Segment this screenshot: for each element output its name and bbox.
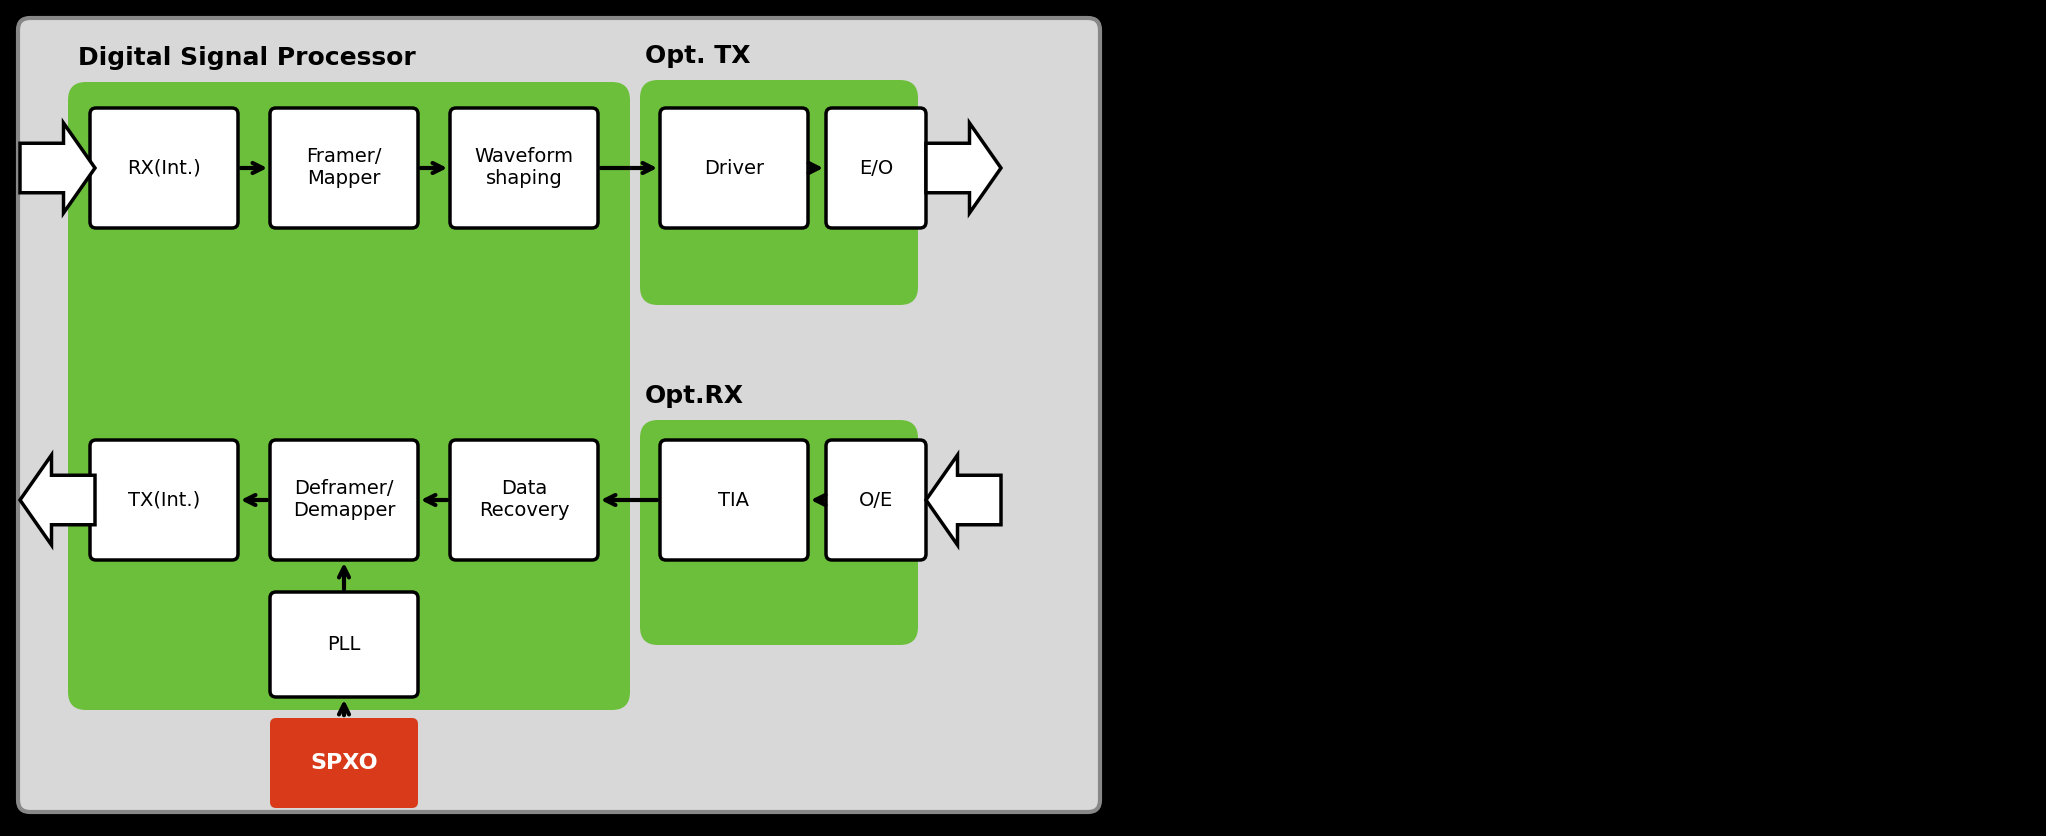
Text: O/E: O/E xyxy=(859,491,894,509)
Text: Opt. TX: Opt. TX xyxy=(644,44,751,68)
FancyBboxPatch shape xyxy=(270,108,417,228)
FancyBboxPatch shape xyxy=(827,440,927,560)
FancyBboxPatch shape xyxy=(640,80,919,305)
Text: E/O: E/O xyxy=(859,159,894,177)
FancyBboxPatch shape xyxy=(68,82,630,710)
FancyBboxPatch shape xyxy=(90,108,237,228)
Text: PLL: PLL xyxy=(327,635,360,654)
Text: Driver: Driver xyxy=(704,159,763,177)
Text: Opt.RX: Opt.RX xyxy=(644,384,745,408)
Polygon shape xyxy=(927,455,1000,545)
FancyBboxPatch shape xyxy=(661,440,808,560)
FancyBboxPatch shape xyxy=(661,108,808,228)
FancyBboxPatch shape xyxy=(450,108,597,228)
FancyBboxPatch shape xyxy=(90,440,237,560)
Text: Waveform
shaping: Waveform shaping xyxy=(475,147,573,188)
FancyBboxPatch shape xyxy=(270,592,417,697)
Text: Digital Signal Processor: Digital Signal Processor xyxy=(78,46,415,70)
Polygon shape xyxy=(20,123,94,213)
Text: TX(Int.): TX(Int.) xyxy=(127,491,201,509)
Text: SPXO: SPXO xyxy=(311,753,379,773)
Polygon shape xyxy=(20,455,94,545)
Text: Deframer/
Demapper: Deframer/ Demapper xyxy=(293,480,395,521)
FancyBboxPatch shape xyxy=(270,718,417,808)
Polygon shape xyxy=(927,123,1000,213)
FancyBboxPatch shape xyxy=(270,440,417,560)
FancyBboxPatch shape xyxy=(827,108,927,228)
FancyBboxPatch shape xyxy=(640,420,919,645)
Text: RX(Int.): RX(Int.) xyxy=(127,159,201,177)
FancyBboxPatch shape xyxy=(450,440,597,560)
Text: Framer/
Mapper: Framer/ Mapper xyxy=(307,147,383,188)
Text: Data
Recovery: Data Recovery xyxy=(479,480,569,521)
Text: TIA: TIA xyxy=(718,491,749,509)
FancyBboxPatch shape xyxy=(18,18,1101,812)
